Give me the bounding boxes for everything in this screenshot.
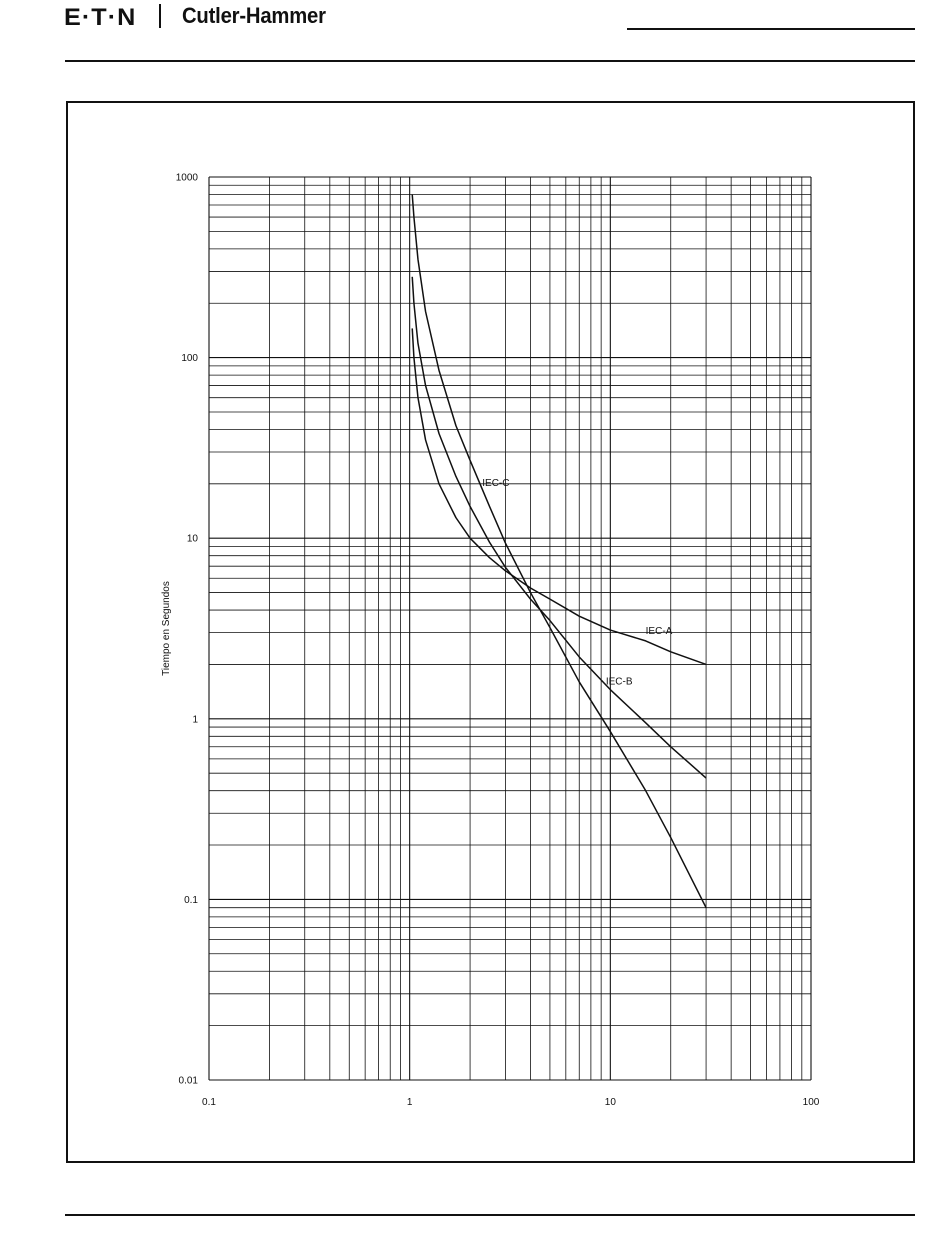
curve-label: IEC-C <box>482 478 509 489</box>
page-header: E·T·N Cutler-Hammer <box>0 0 950 70</box>
series-line-iec-a <box>411 328 707 666</box>
logo-divider <box>159 4 161 28</box>
header-rule <box>65 60 915 62</box>
eaton-logo: E·T·N <box>64 4 137 31</box>
y-tick-label: 0.01 <box>179 1076 199 1087</box>
series <box>411 194 707 908</box>
grid <box>208 176 812 1081</box>
y-axis-title: Tiempo en Segundos <box>161 581 172 676</box>
y-tick-labels: 1000 100 10 1 0.1 0.01 <box>176 173 199 1087</box>
y-tick-label: 100 <box>181 353 198 364</box>
y-tick-label: 1000 <box>176 173 199 184</box>
header-short-rule <box>627 28 915 30</box>
series-line-iec-b <box>411 276 707 779</box>
series-line-iec-c <box>411 194 707 908</box>
x-tick-label: 100 <box>803 1097 820 1108</box>
curve-label: IEC-A <box>646 626 673 637</box>
y-tick-label: 1 <box>192 714 198 725</box>
footer-rule <box>65 1214 915 1216</box>
x-tick-label: 10 <box>605 1097 617 1108</box>
curve-label: IEC-B <box>606 676 633 687</box>
x-tick-label: 0.1 <box>202 1097 216 1108</box>
curve-labels: IEC-A IEC-B IEC-C <box>482 478 672 688</box>
y-tick-label: 10 <box>187 534 199 545</box>
x-tick-label: 1 <box>407 1097 413 1108</box>
x-tick-labels: 0.1 1 10 100 <box>202 1097 820 1108</box>
y-tick-label: 0.1 <box>184 895 198 906</box>
chart-frame <box>66 101 915 1163</box>
cutler-hammer-logo: Cutler-Hammer <box>182 3 326 28</box>
